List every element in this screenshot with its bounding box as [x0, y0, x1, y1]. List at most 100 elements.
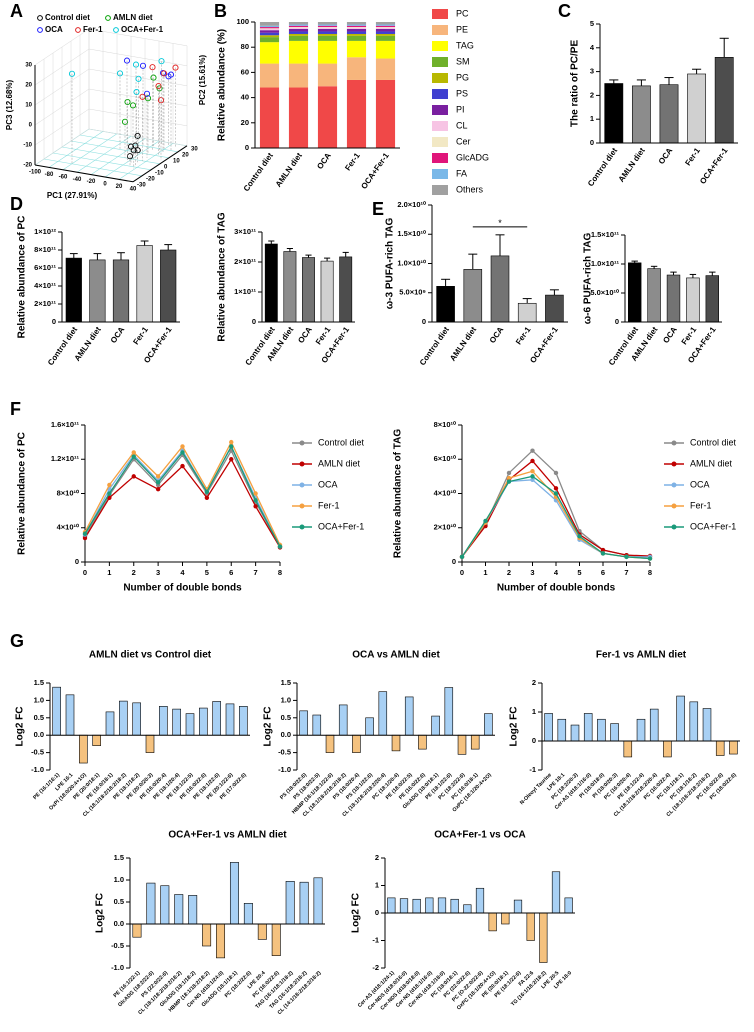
- bar-segment: [317, 35, 338, 41]
- y-tick-label: 1×10¹²: [34, 227, 56, 236]
- series-line: [461, 449, 651, 558]
- y-axis-label: Relative abundance of TAG: [393, 429, 404, 559]
- bar: [225, 703, 235, 736]
- x-tick-label: 4: [180, 568, 185, 577]
- bar: [583, 713, 593, 742]
- y-axis-label: Log2 FC: [15, 707, 26, 747]
- y-tick-label: 1.0×10¹⁰: [397, 258, 427, 267]
- bar: [475, 887, 485, 914]
- y-tick-label: 100: [236, 17, 249, 26]
- legend-swatch: [432, 25, 448, 35]
- x-tick-label: Fer-1: [680, 325, 699, 347]
- legend-label: Control diet: [45, 13, 90, 22]
- series-line: [461, 470, 651, 560]
- legend-label: OCA+Fer-1: [318, 521, 364, 531]
- bar: [570, 724, 580, 742]
- y-tick-label: 1.2×10¹¹: [51, 454, 80, 463]
- bar: [299, 710, 308, 736]
- y-tick-label: 4×10¹⁰: [57, 523, 80, 532]
- wall-grid-line: [34, 128, 90, 166]
- point: [131, 450, 136, 455]
- bar: [132, 702, 141, 736]
- bar-segment: [375, 35, 396, 41]
- x-tick-label: Fer-1: [343, 151, 362, 173]
- bar: [557, 718, 567, 742]
- bar-segment: [317, 27, 338, 29]
- y-tick-label: 0: [375, 908, 379, 917]
- y-tick-label: 0: [452, 557, 456, 566]
- y-tick-label: 0: [252, 317, 256, 326]
- y-axis-label: Log2 FC: [351, 893, 362, 933]
- x-axis-label: PC1 (27.91%): [47, 191, 98, 200]
- legend-marker: [105, 15, 111, 21]
- bar: [545, 294, 564, 323]
- bar: [174, 894, 184, 925]
- legend-swatch: [432, 41, 448, 51]
- y-axis-label: PC2 (15.61%): [198, 55, 207, 106]
- panel-letter: A: [10, 1, 23, 21]
- bar-segment: [375, 22, 396, 25]
- point: [155, 487, 161, 492]
- bar-segment: [259, 27, 280, 29]
- point: [172, 64, 179, 71]
- x-tick-label: 7: [254, 568, 258, 577]
- point: [253, 504, 258, 509]
- x-tick-label: -40: [73, 177, 82, 183]
- bar: [188, 895, 198, 925]
- panel-letter: B: [214, 1, 227, 21]
- y-tick-label: 0: [590, 138, 594, 147]
- bar: [610, 723, 619, 742]
- z-tick-label: -20: [23, 163, 32, 169]
- bar: [65, 694, 75, 736]
- y-tick-label: 8×10¹¹: [34, 245, 56, 254]
- x-tick-label: 5: [577, 568, 581, 577]
- bar: [470, 734, 480, 750]
- point: [530, 448, 535, 453]
- y-tick-label: 1.0: [114, 875, 124, 884]
- point: [107, 491, 112, 496]
- bar: [490, 255, 510, 323]
- point: [553, 491, 559, 496]
- bar-segment: [288, 35, 309, 41]
- bar-segment: [346, 22, 367, 25]
- bar-segment: [288, 40, 309, 64]
- bar: [484, 713, 493, 736]
- bar: [378, 691, 388, 736]
- y-tick-label: 2.0×10¹⁰: [397, 200, 427, 209]
- bar: [145, 734, 155, 753]
- bar: [450, 898, 459, 914]
- y-tick-label: 0: [422, 317, 426, 326]
- x-tick-label: OCA: [657, 146, 675, 166]
- legend-label: CL: [456, 120, 468, 130]
- y-axis-label: ω-3 PUFA-rich TAG: [385, 217, 396, 309]
- floor-grid-line: [70, 140, 170, 159]
- floor-grid-line: [79, 134, 179, 153]
- bar: [160, 249, 177, 323]
- chart-title: Fer-1 vs AMLN diet: [596, 650, 687, 661]
- bar: [119, 700, 128, 736]
- legend-swatch: [432, 185, 448, 195]
- bar: [229, 862, 239, 925]
- y-axis-label: Relative abundance of PC: [17, 216, 28, 339]
- legend-label: FA: [456, 168, 467, 178]
- x-tick-label: 6: [601, 568, 605, 577]
- bar: [444, 687, 454, 736]
- legend-marker: [299, 482, 305, 488]
- bar-segment: [259, 22, 280, 26]
- bar: [257, 923, 267, 940]
- point: [121, 118, 129, 125]
- bar: [79, 734, 88, 764]
- y-axis-label: Relative abundance of TAG: [217, 212, 228, 342]
- point: [116, 70, 124, 77]
- y-tick-label: 1.5: [114, 853, 124, 862]
- x-tick-label: 0: [83, 568, 87, 577]
- bar: [325, 734, 335, 753]
- y-tick-label: 0.0: [281, 730, 291, 739]
- point: [167, 71, 175, 78]
- point: [158, 58, 165, 65]
- floor-grid-line: [43, 158, 143, 177]
- y-tick-label: 1.0: [281, 695, 291, 704]
- bar-segment: [317, 86, 338, 148]
- bar-segment: [288, 31, 309, 34]
